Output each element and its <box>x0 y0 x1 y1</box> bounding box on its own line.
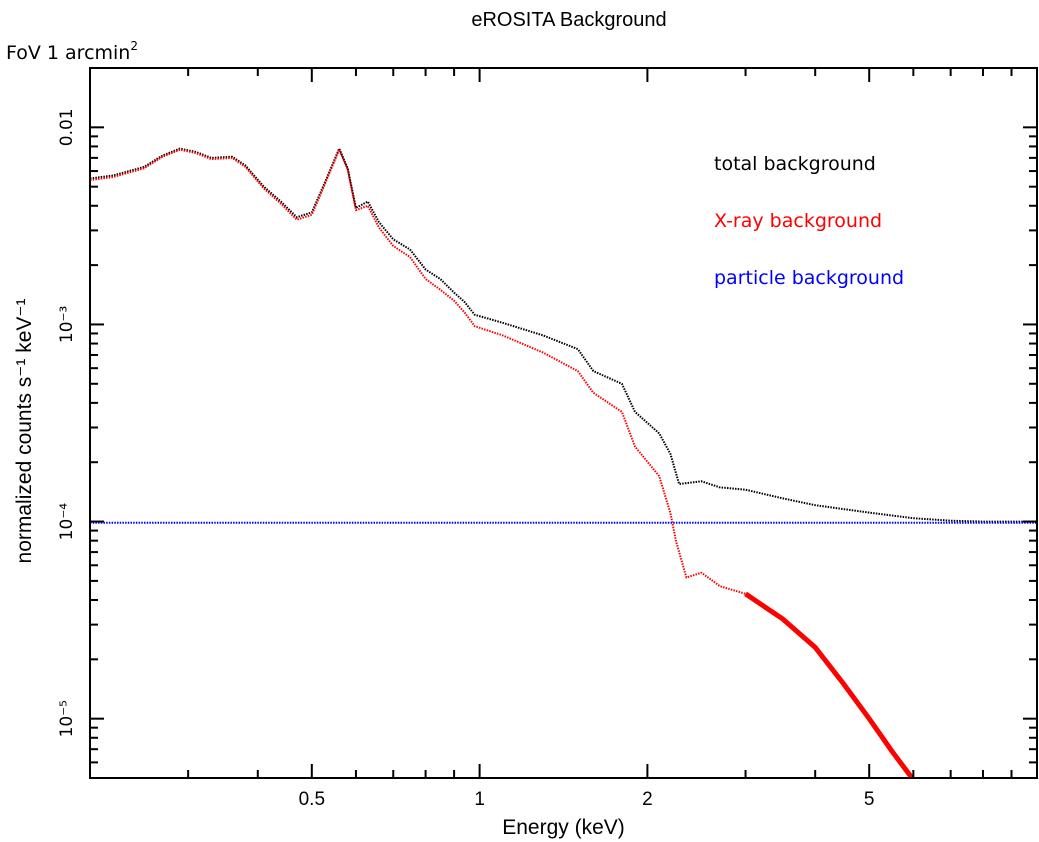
y-tick-label: 10⁻⁵ <box>57 700 77 737</box>
x-tick-label: 0.5 <box>299 789 325 810</box>
series-total-background <box>90 147 1037 523</box>
subtitle-superscript: 2 <box>130 39 138 53</box>
x-tick-label: 2 <box>642 789 653 810</box>
series-line <box>90 147 1037 523</box>
chart-title: eROSITA Background <box>471 9 666 31</box>
y-tick-label: 10⁻⁴ <box>57 503 77 541</box>
y-tick-label: 0.01 <box>57 108 77 146</box>
series-line <box>90 148 914 778</box>
legend-entry: particle background <box>714 267 904 289</box>
plot-area: 0.5 1 2 5 0.01 10⁻³ 10⁻⁴ 10⁻⁵ <box>57 67 1038 810</box>
series-line-tail <box>744 591 916 778</box>
series-layer <box>90 147 1037 778</box>
series-x-ray-background <box>90 148 916 778</box>
chart-subtitle: FoV 1 arcmin2 <box>6 39 138 64</box>
y-axis-label: normalized counts s⁻¹ keV⁻¹ <box>13 299 36 564</box>
y-tick-label: 10⁻³ <box>57 306 77 343</box>
tick-layer: 0.5 1 2 5 0.01 10⁻³ 10⁻⁴ 10⁻⁵ <box>57 67 1038 810</box>
subtitle-text: FoV 1 arcmin <box>6 42 130 64</box>
legend-entry: total background <box>714 153 876 175</box>
x-tick-label: 5 <box>864 789 875 810</box>
plot-frame <box>89 67 1038 779</box>
x-axis-label: Energy (keV) <box>502 816 625 839</box>
legend: total background X-ray background particle… <box>714 153 904 289</box>
legend-entry: X-ray background <box>714 210 882 232</box>
x-tick-label: 1 <box>474 789 485 810</box>
